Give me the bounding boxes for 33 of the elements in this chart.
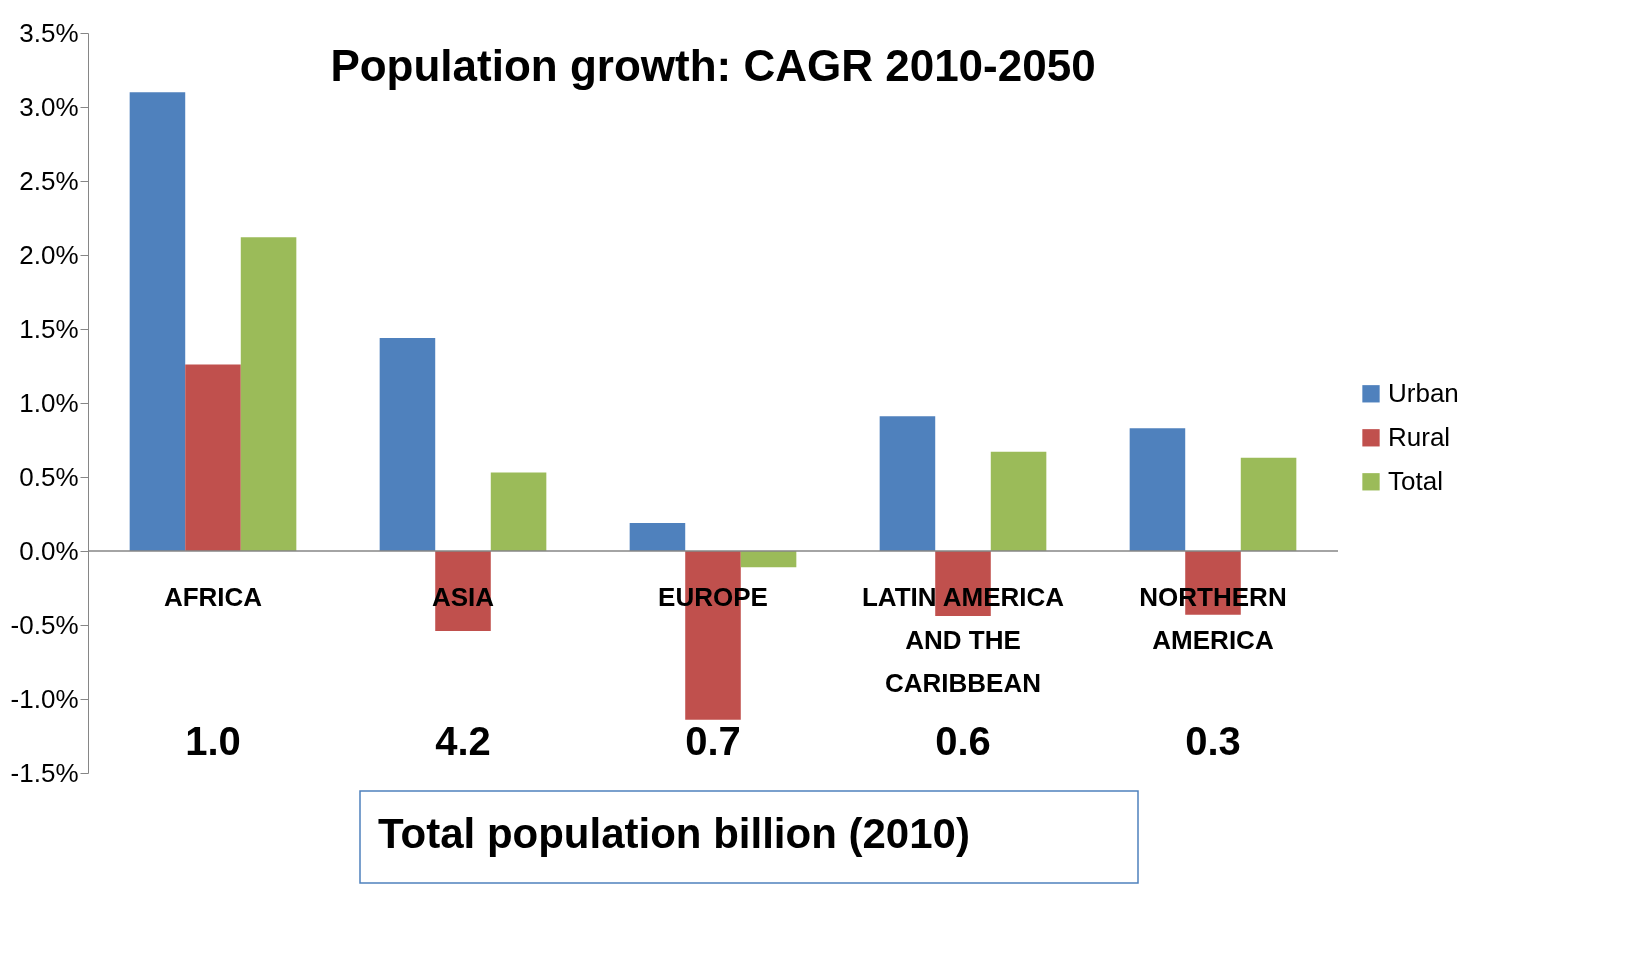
bar (1240, 457, 1297, 551)
y-tick-label: 1.5% (19, 313, 79, 344)
y-tick-label: 3.5% (19, 17, 79, 48)
y-tick-label: 0.5% (19, 461, 79, 492)
text: Total population billion (2010) (378, 810, 970, 857)
annotation: 0.6 (935, 719, 991, 764)
bar (185, 364, 241, 551)
chart-title: Population growth: CAGR 2010-2050 (330, 41, 1096, 90)
bar (1129, 428, 1186, 551)
annotation: 0.7 (685, 719, 741, 764)
y-tick-label: -1.0% (10, 683, 79, 714)
annotation: 1.0 (185, 719, 241, 764)
y-tick-label: 3.0% (19, 91, 79, 122)
annotation: 0.3 (1185, 719, 1241, 764)
bar (379, 337, 436, 551)
bar (990, 451, 1047, 551)
bar (129, 92, 186, 551)
legend-label: Total (1388, 465, 1443, 496)
x-tick-label: AFRICA (163, 582, 263, 612)
bar (879, 416, 936, 551)
bar (240, 237, 297, 551)
y-tick-label: -1.5% (10, 757, 79, 788)
y-tick-label: -0.5% (10, 609, 79, 640)
legend-label: Urban (1388, 377, 1459, 408)
y-tick-label: 0.0% (19, 535, 79, 566)
annotation: 4.2 (435, 719, 491, 764)
legend-label: Rural (1388, 421, 1451, 452)
y-tick-label: 2.5% (19, 165, 79, 196)
bar (629, 522, 686, 551)
bar (740, 551, 797, 568)
y-tick-label: 2.0% (19, 239, 79, 270)
y-tick-label: 1.0% (19, 387, 79, 418)
bar (490, 472, 547, 551)
